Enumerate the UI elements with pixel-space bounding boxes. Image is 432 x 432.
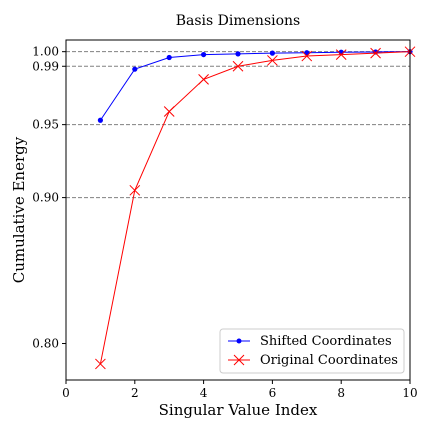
data-point-original-coordinates — [129, 184, 141, 196]
data-point-shifted-coordinates — [304, 50, 310, 56]
x-tick-label: 0 — [62, 386, 70, 400]
data-point-original-coordinates — [267, 55, 278, 66]
series-line-original-coordinates — [99, 51, 411, 365]
x-axis-label: Singular Value Index — [159, 401, 318, 419]
x-tick-label: 8 — [337, 386, 345, 400]
chart-title: Basis Dimensions — [176, 13, 301, 29]
data-point-original-coordinates — [95, 358, 106, 370]
data-point-original-coordinates — [301, 50, 313, 62]
series-layer — [95, 46, 416, 370]
data-point-shifted-coordinates — [97, 117, 103, 123]
x-tick-label: 2 — [131, 386, 139, 400]
data-point-shifted-coordinates — [201, 51, 207, 58]
x-axis: 0 2 4 6 8 10 — [62, 380, 418, 400]
legend-marker-shifted — [236, 338, 242, 344]
legend-label-shifted: Shifted Coordinates — [260, 334, 392, 349]
data-point-original-coordinates — [232, 60, 244, 72]
data-point-original-coordinates — [163, 106, 175, 117]
data-point-shifted-coordinates — [269, 50, 275, 56]
y-tick-label: 0.90 — [32, 191, 59, 205]
data-point-shifted-coordinates — [166, 54, 172, 61]
x-tick-label: 6 — [269, 386, 277, 400]
y-tick-label: 0.80 — [32, 337, 59, 351]
y-axis-label: Cumulative Energy — [10, 136, 28, 283]
legend-box — [219, 328, 405, 374]
series-line-shifted-coordinates — [99, 51, 411, 121]
legend-label-original: Original Coordinates — [260, 353, 398, 368]
y-tick-label: 1.00 — [32, 45, 59, 59]
data-point-original-coordinates — [198, 74, 209, 85]
legend-marker-original — [233, 354, 245, 366]
y-tick-label: 0.99 — [32, 59, 59, 73]
data-point-original-coordinates — [370, 47, 381, 59]
reference-lines — [66, 51, 410, 199]
legend: Shifted Coordinates Original Coordinates — [219, 328, 405, 374]
data-point-original-coordinates — [335, 49, 347, 60]
plot-frame — [65, 39, 411, 381]
y-tick-label: 0.95 — [32, 118, 59, 132]
x-tick-label: 4 — [200, 386, 208, 400]
y-axis: 0.80 0.90 0.95 0.991.00 — [32, 45, 66, 351]
data-point-shifted-coordinates — [132, 66, 138, 72]
x-tick-label: 10 — [402, 386, 417, 400]
data-point-shifted-coordinates — [235, 51, 241, 57]
